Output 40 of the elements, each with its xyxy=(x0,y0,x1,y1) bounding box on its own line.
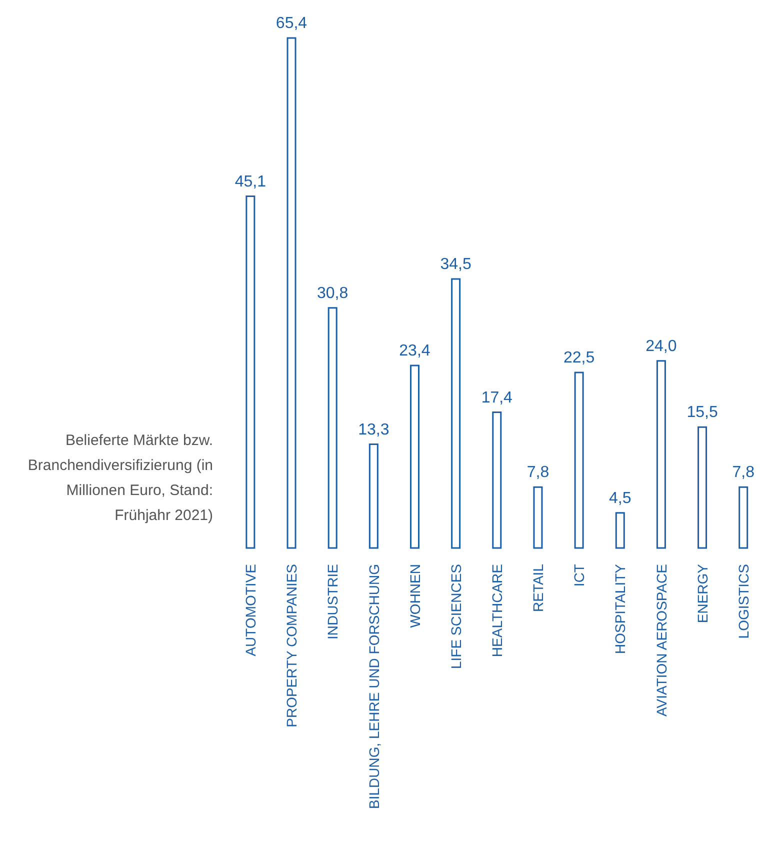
x-tick-label: LOGISTICS xyxy=(735,564,752,639)
data-label: 23,4 xyxy=(399,342,430,360)
data-label: 7,8 xyxy=(526,464,550,482)
x-tick-label: LIFE SCIENCES xyxy=(448,564,464,670)
bar xyxy=(368,444,378,549)
x-tick-label: AUTOMOTIVE xyxy=(242,564,259,656)
x-tick-label: HOSPITALITY xyxy=(612,563,628,654)
bar xyxy=(451,278,461,549)
x-tick-label: PROPERTY COMPANIES xyxy=(284,564,300,728)
bar xyxy=(410,364,420,549)
x-tick-label: HEALTHCARE xyxy=(489,564,505,658)
data-label: 65,4 xyxy=(276,15,308,32)
bar xyxy=(615,512,625,549)
x-tick-label: ENERGY xyxy=(694,563,710,624)
x-tick-label: RETAIL xyxy=(530,564,546,612)
data-label: 30,8 xyxy=(317,284,348,302)
bar xyxy=(656,360,666,549)
bar xyxy=(286,37,296,549)
data-label: 24,0 xyxy=(646,338,677,355)
bar xyxy=(574,372,584,549)
x-tick-label: BILDUNG, LEHRE UND FORSCHUNG xyxy=(366,564,382,810)
data-label: 22,5 xyxy=(563,350,595,367)
data-label: 17,4 xyxy=(481,389,513,406)
bar xyxy=(698,426,708,549)
bar xyxy=(533,486,543,549)
x-tick-label: INDUSTRIE xyxy=(324,564,341,640)
data-label: 13,3 xyxy=(358,421,390,438)
bar xyxy=(738,486,748,549)
text: Belieferte Märkte bzw. Branchendiversifizierung (in Millionen Euro, Stand: Frühjahr 2021) xyxy=(26,431,213,526)
data-label: 4,5 xyxy=(609,490,632,507)
x-tick-label: WOHNEN xyxy=(406,564,423,628)
data-label: 7,8 xyxy=(732,464,755,482)
bar xyxy=(328,307,338,549)
x-tick-label: ICT xyxy=(571,564,588,587)
bar xyxy=(246,196,256,549)
bar xyxy=(492,412,502,549)
data-label: 34,5 xyxy=(440,256,472,273)
data-label: 45,1 xyxy=(234,173,266,190)
x-tick-label: AVIATION AEROSPACE xyxy=(653,564,670,716)
data-label: 15,5 xyxy=(686,404,718,422)
